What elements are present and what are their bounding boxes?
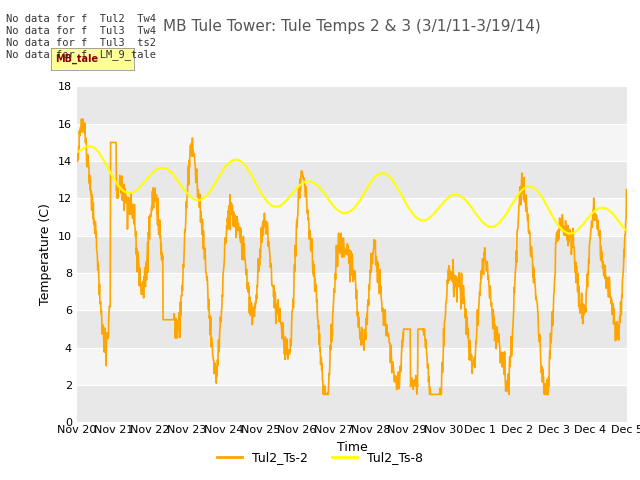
Tul2_Ts-8 <box>116 184 124 190</box>
Tul2_Ts-8 <box>318 188 326 193</box>
Tul2_Ts-8 <box>307 179 314 184</box>
Tul2_Ts-8 <box>73 149 81 155</box>
Bar <box>77 198 627 236</box>
Tul2_Ts-8 <box>387 175 394 180</box>
Tul2_Ts-2 <box>320 392 328 397</box>
Legend: Tul2_Ts-2, Tul2_Ts-8: Tul2_Ts-2, Tul2_Ts-8 <box>212 446 428 469</box>
Y-axis label: Temperature (C): Temperature (C) <box>39 204 52 305</box>
Bar <box>77 161 627 198</box>
Bar <box>77 236 627 273</box>
Bar <box>77 385 627 422</box>
Tul2_Ts-2 <box>328 332 336 338</box>
Tul2_Ts-2 <box>79 116 87 122</box>
Tul2_Ts-8 <box>84 144 92 149</box>
Bar <box>77 124 627 161</box>
Tul2_Ts-8 <box>328 201 336 207</box>
Tul2_Ts-2 <box>318 360 326 366</box>
Bar <box>77 348 627 385</box>
Text: MB_tale: MB_tale <box>56 54 99 64</box>
Line: Tul2_Ts-2: Tul2_Ts-2 <box>77 119 627 395</box>
Line: Tul2_Ts-8: Tul2_Ts-8 <box>77 146 627 234</box>
Tul2_Ts-2 <box>116 173 124 179</box>
Tul2_Ts-2 <box>73 156 81 161</box>
Text: MB Tule Tower: Tule Temps 2 & 3 (3/1/11-3/19/14): MB Tule Tower: Tule Temps 2 & 3 (3/1/11-… <box>163 19 541 34</box>
Text: No data for f  Tul2  Tw4
No data for f  Tul3  Tw4
No data for f  Tul3  ts2
No da: No data for f Tul2 Tw4 No data for f Tul… <box>6 14 156 60</box>
Tul2_Ts-2 <box>307 247 314 253</box>
Tul2_Ts-8 <box>623 227 631 233</box>
Tul2_Ts-8 <box>138 181 146 187</box>
Tul2_Ts-2 <box>138 291 146 297</box>
Bar <box>77 273 627 311</box>
Tul2_Ts-2 <box>623 200 631 205</box>
X-axis label: Time: Time <box>337 441 367 454</box>
Tul2_Ts-8 <box>566 231 574 237</box>
Bar <box>77 311 627 348</box>
Bar <box>77 86 627 124</box>
Tul2_Ts-2 <box>387 348 395 353</box>
